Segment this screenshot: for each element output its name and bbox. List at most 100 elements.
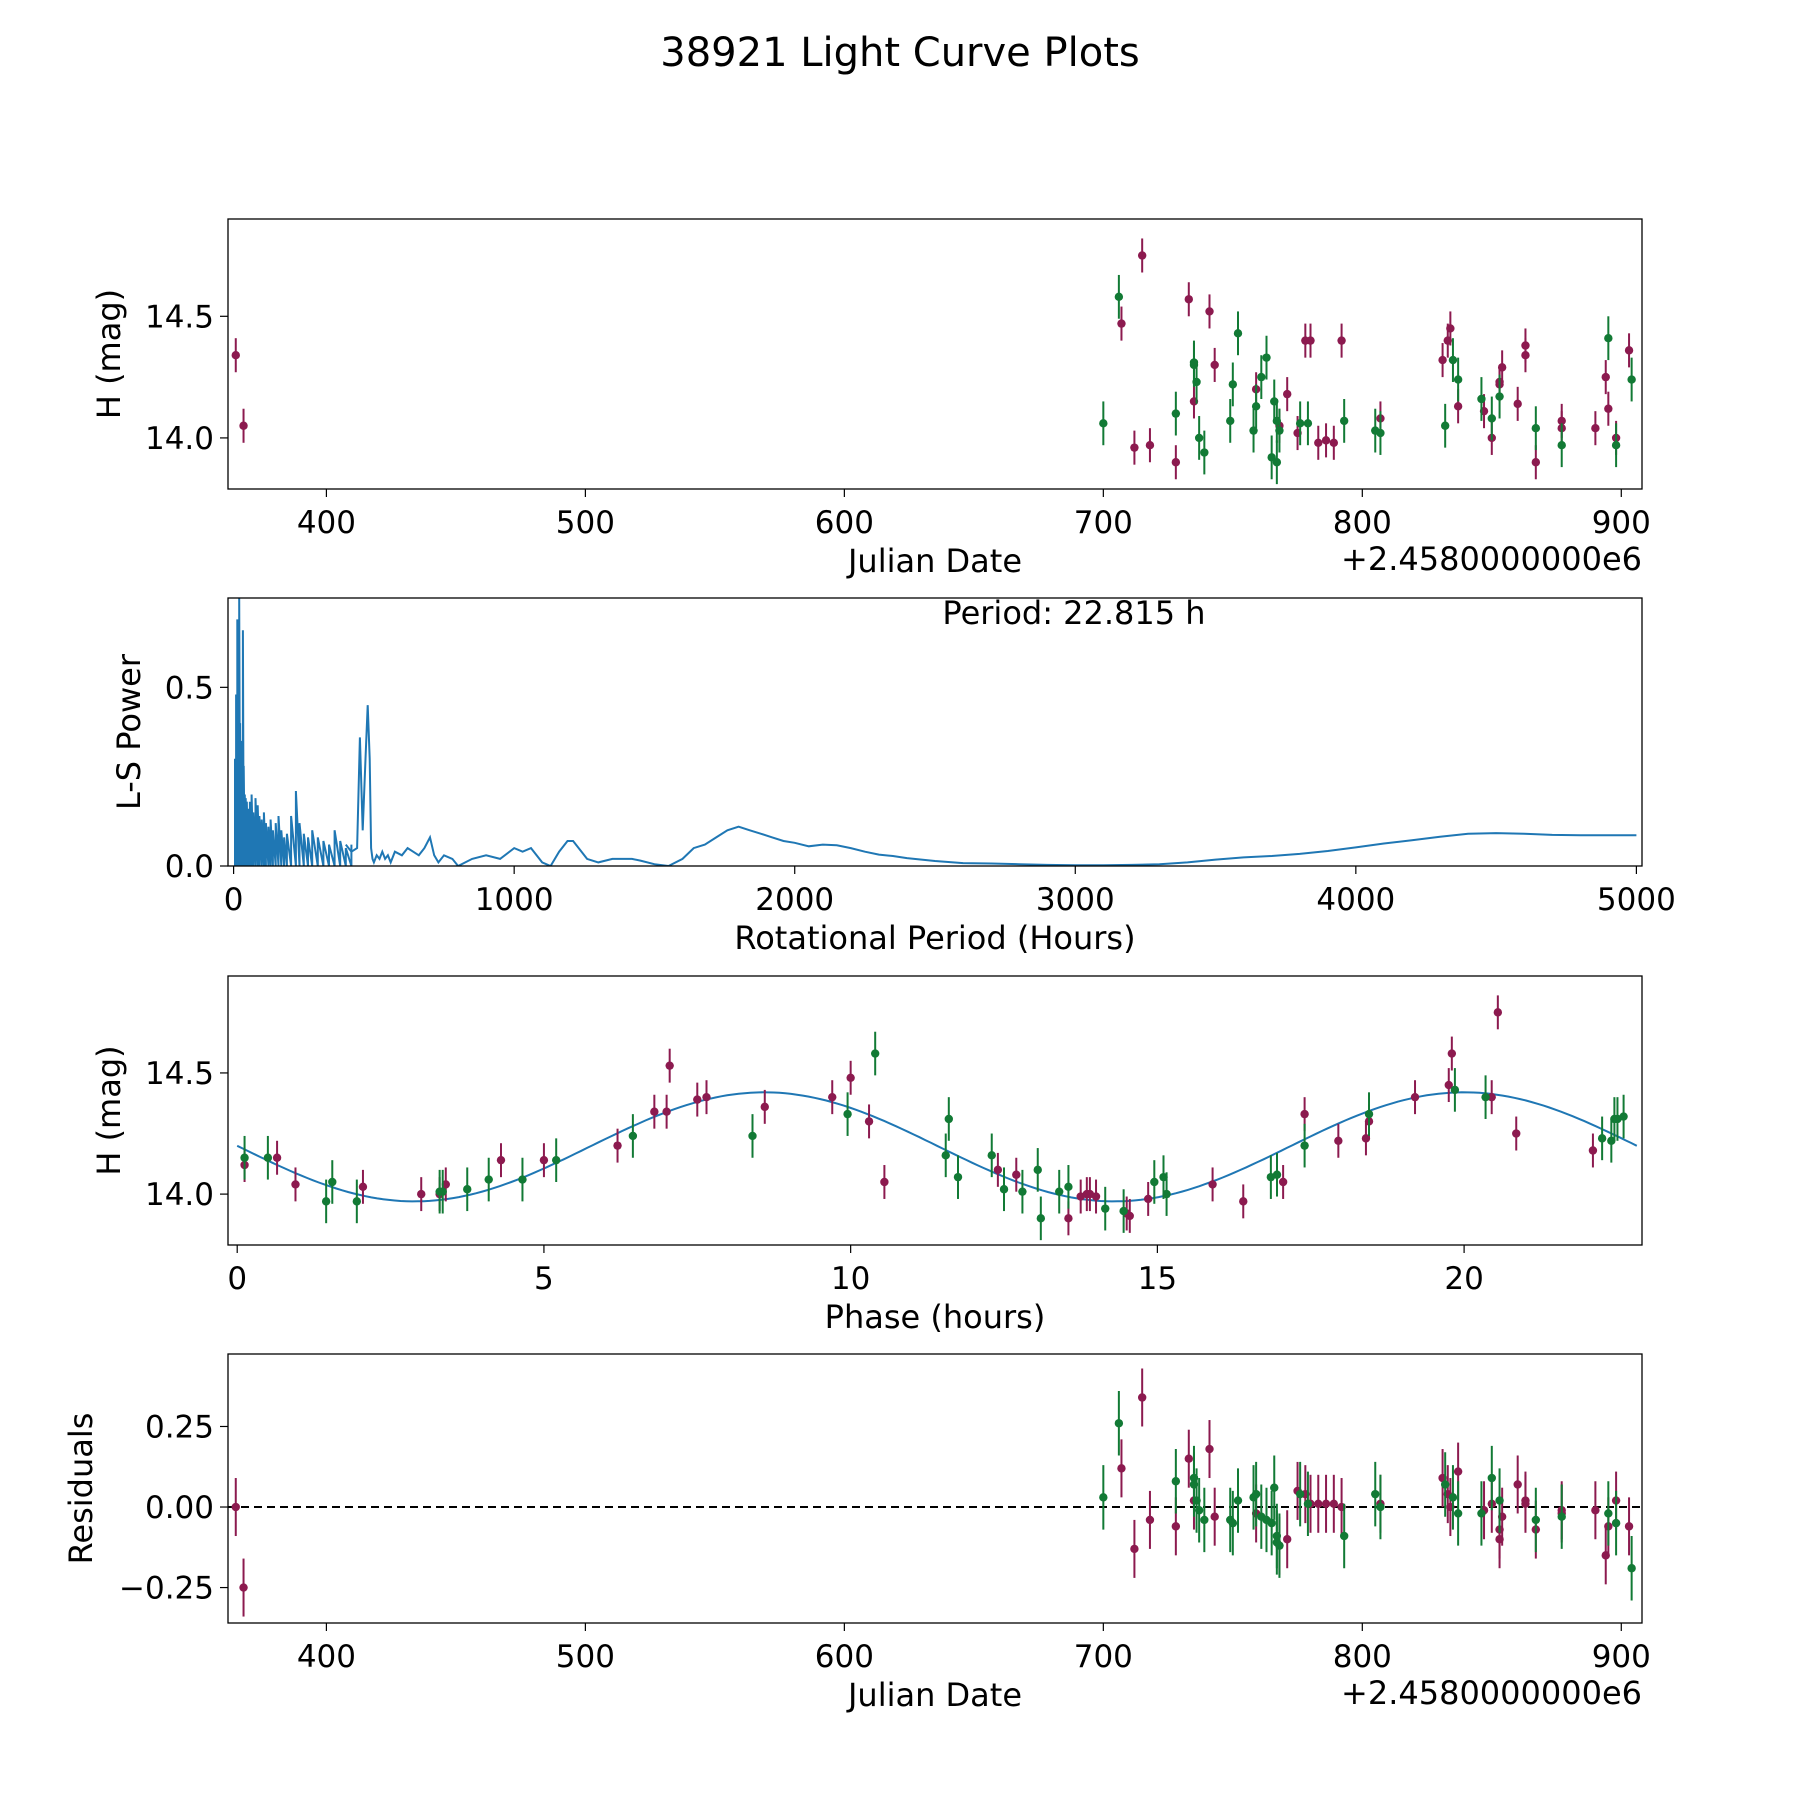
data-point [1300, 1109, 1309, 1119]
axes-frame [227, 218, 1643, 490]
series-red [231, 1368, 1634, 1617]
data-point [1275, 426, 1284, 435]
data-point [1114, 292, 1124, 302]
plot-area [228, 1368, 1642, 1617]
data-point [1251, 1489, 1261, 1499]
data-point [1513, 399, 1522, 409]
data-point [1306, 336, 1315, 345]
data-point [1137, 251, 1147, 260]
data-point [1184, 295, 1193, 304]
data-point [864, 1117, 874, 1126]
x-tick-label: 20 [1444, 1261, 1483, 1297]
x-tick-label: 500 [556, 505, 615, 541]
data-point [1531, 1515, 1541, 1525]
chart-residuals: 400 500 600 700 800 900 0.25 0.00 −0.25 Julian Da… [62, 1353, 1651, 1714]
data-point [1339, 416, 1349, 426]
y-axis-label: H (mag) [90, 1045, 128, 1175]
data-point [1226, 416, 1235, 426]
data-point [263, 1153, 273, 1162]
data-point [953, 1172, 963, 1182]
data-point [1099, 1493, 1108, 1502]
data-point [843, 1109, 852, 1119]
x-tick-label: 900 [1592, 505, 1651, 541]
data-point [1239, 1197, 1248, 1206]
data-point [1145, 441, 1155, 450]
series-red [231, 238, 1634, 480]
data-point [760, 1102, 769, 1112]
data-point [1512, 1129, 1521, 1138]
data-point [1130, 1544, 1139, 1554]
data-point [1627, 1564, 1636, 1573]
data-point [1447, 1049, 1457, 1058]
data-point [846, 1073, 855, 1082]
data-point [239, 421, 248, 430]
data-point [1150, 1177, 1159, 1187]
data-point [291, 1180, 300, 1189]
x-offset-text: +2.4580000000e6 [1341, 540, 1642, 578]
data-point [1055, 1187, 1064, 1196]
y-tick-label: 0.00 [145, 1490, 214, 1526]
data-point [1591, 1506, 1600, 1515]
data-point [880, 1177, 889, 1187]
data-point [1171, 1477, 1181, 1486]
x-tick-label: 4000 [1316, 882, 1395, 918]
data-point [1257, 372, 1266, 382]
data-point [1233, 1496, 1243, 1505]
data-point [1410, 1092, 1420, 1102]
data-point [1303, 1499, 1313, 1509]
data-point [828, 1092, 837, 1102]
data-point [1194, 433, 1204, 443]
x-tick-label: 400 [297, 1639, 356, 1675]
data-point [1321, 1499, 1331, 1509]
data-point [1624, 1522, 1634, 1531]
figure-title: 38921 Light Curve Plots [660, 30, 1139, 76]
axes-frame [227, 975, 1643, 1246]
data-point [993, 1165, 1003, 1175]
x-tick-label: 800 [1333, 505, 1392, 541]
y-tick-label: 14.5 [145, 1056, 214, 1092]
data-point [693, 1095, 702, 1104]
plot-area [236, 995, 1638, 1241]
data-point [1117, 319, 1126, 328]
x-offset-text: +2.4580000000e6 [1341, 1674, 1642, 1712]
data-point [1329, 1499, 1339, 1509]
data-point [1125, 1211, 1134, 1221]
data-point [463, 1185, 472, 1194]
chart-periodogram: Period: 22.815 h 0 1000 2000 3000 4000 5000 0.0… [110, 594, 1676, 957]
y-tick-label: 14.0 [145, 1177, 214, 1213]
periodogram-line [345, 705, 1637, 866]
data-point [1272, 1170, 1282, 1179]
plot-area [234, 598, 1637, 866]
data-point [702, 1092, 711, 1102]
data-point [1200, 1515, 1209, 1525]
data-point [1531, 458, 1541, 467]
data-point [1314, 1499, 1323, 1509]
data-point [1339, 1531, 1349, 1541]
data-point [1283, 1535, 1292, 1544]
data-point [1064, 1214, 1073, 1223]
data-point [1278, 1177, 1288, 1187]
data-point [665, 1061, 674, 1070]
data-point [1295, 1489, 1305, 1499]
data-point [1130, 443, 1139, 452]
data-point [1119, 1206, 1128, 1216]
data-point [1497, 363, 1507, 372]
data-point [1295, 419, 1305, 428]
data-point [1337, 336, 1346, 345]
data-point [1233, 329, 1243, 338]
data-point [987, 1151, 996, 1160]
x-tick-label: 0 [227, 1261, 247, 1297]
data-point [1171, 409, 1181, 418]
data-point [1162, 1189, 1171, 1199]
data-point [240, 1153, 249, 1162]
y-tick-label: 14.0 [145, 421, 214, 457]
data-point [748, 1131, 757, 1141]
data-point [1101, 1204, 1110, 1213]
data-point [1604, 1509, 1613, 1518]
data-point [1450, 1085, 1460, 1095]
x-tick-label: 10 [831, 1261, 870, 1297]
data-point [1145, 1515, 1155, 1525]
data-point [1438, 355, 1447, 365]
data-point [1334, 1136, 1343, 1145]
data-point [1611, 441, 1621, 450]
